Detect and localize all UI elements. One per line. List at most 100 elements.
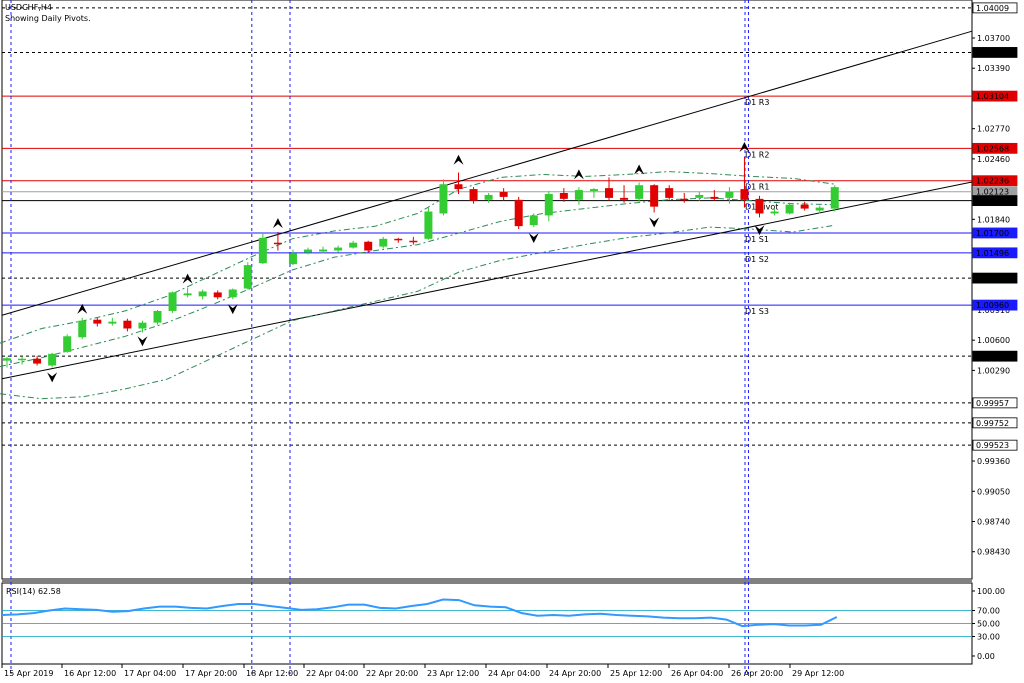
candle-body <box>605 188 613 198</box>
candle-body <box>665 188 674 198</box>
pivot-label: D1 R3 <box>745 98 769 107</box>
candle-body <box>785 204 794 214</box>
rsi-tick-label: 70.00 <box>977 607 1000 616</box>
candle-body <box>740 189 749 200</box>
candle-body <box>439 184 448 214</box>
fractal-up-marker <box>272 218 283 229</box>
candle-body <box>589 189 598 192</box>
candle-body <box>574 190 583 200</box>
fractal-up-marker <box>634 164 645 175</box>
price-tag-label: 1.02032 <box>976 197 1009 206</box>
rsi-line <box>1 598 838 628</box>
price-tag-label: 1.02568 <box>976 144 1009 153</box>
fractal-up-marker <box>453 154 464 165</box>
fractal-up-marker <box>739 142 750 153</box>
x-tick-label: 29 Apr 12:00 <box>792 669 844 678</box>
price-tag-box <box>972 272 1018 284</box>
candle-body <box>514 199 523 227</box>
candle-body <box>258 237 267 264</box>
price-tag-box <box>972 227 1018 239</box>
candle-body <box>138 322 147 329</box>
x-tick-label: 24 Apr 04:00 <box>488 669 540 678</box>
fractal-down-marker <box>47 372 58 383</box>
price-tag-box <box>972 195 1018 207</box>
candle-body <box>48 353 57 366</box>
price-tag-label: 1.01496 <box>976 249 1009 258</box>
fractal-up-marker <box>182 273 193 284</box>
price-tick-label: 1.02460 <box>977 155 1010 164</box>
fractal-down-marker <box>137 336 148 347</box>
main-panel-frame <box>1 0 973 580</box>
candle-body <box>635 185 644 199</box>
price-tick-label: 1.00600 <box>977 336 1010 345</box>
price-tag-box <box>972 2 1018 14</box>
pivot-label: D1 S3 <box>745 307 769 316</box>
price-tag-box <box>972 142 1018 154</box>
candle-body <box>3 358 11 361</box>
price-tag-box <box>972 439 1018 451</box>
price-tag-label: 1.03104 <box>976 92 1009 101</box>
subtitle-label: Showing Daily Pivots. <box>5 14 91 23</box>
rsi-tick-label: 30.00 <box>977 633 1000 642</box>
bollinger-middle-line <box>0 197 835 367</box>
x-tick-label: 17 Apr 04:00 <box>124 669 176 678</box>
x-tick-label: 22 Apr 04:00 <box>306 669 358 678</box>
price-tag-box <box>972 247 1018 259</box>
fractal-down-marker <box>227 304 238 315</box>
x-tick-label: 26 Apr 20:00 <box>731 669 783 678</box>
candle-body <box>319 249 328 252</box>
candle-body <box>243 265 252 289</box>
price-tag-box <box>972 350 1018 362</box>
candle-body <box>123 320 132 329</box>
price-tag-box <box>972 90 1018 102</box>
rsi-tick-label: 50.00 <box>977 620 1000 629</box>
candle-body <box>349 242 358 248</box>
bollinger-lower-line <box>0 224 835 400</box>
candle-body <box>544 193 553 216</box>
price-tag-label: 1.01237 <box>976 274 1009 283</box>
candle-body <box>800 204 809 209</box>
candle-body <box>650 185 659 207</box>
candle-body <box>469 189 478 201</box>
fractal-down-marker <box>649 217 660 228</box>
price-tag-label: 1.01700 <box>976 229 1009 238</box>
x-tick-label: 15 Apr 2019 <box>4 669 53 678</box>
candle-body <box>484 194 493 200</box>
price-tag-label: 1.00436 <box>976 352 1009 361</box>
price-tag-label: 0.99957 <box>976 399 1009 408</box>
candle-body <box>409 240 418 243</box>
candle-body <box>33 358 42 364</box>
price-tag-label: 1.03552 <box>976 48 1009 57</box>
x-tick-label: 24 Apr 20:00 <box>549 669 601 678</box>
candle-body <box>304 249 312 253</box>
price-tick-label: 0.99360 <box>977 457 1010 466</box>
candle-body <box>394 238 403 241</box>
x-tick-label: 18 Apr 12:00 <box>246 669 298 678</box>
candle-body <box>559 193 568 199</box>
x-tick-label: 22 Apr 20:00 <box>366 669 418 678</box>
candle-body <box>815 207 824 211</box>
candle-body <box>168 292 177 311</box>
candle-body <box>288 253 297 265</box>
x-tick-label: 16 Apr 12:00 <box>64 669 116 678</box>
fractal-down-marker <box>754 225 765 236</box>
price-tag-box <box>972 299 1018 311</box>
price-tick-label: 1.03700 <box>977 34 1010 43</box>
candle-body <box>695 194 704 198</box>
x-tick-label: 17 Apr 20:00 <box>185 669 237 678</box>
candle-body <box>830 187 839 209</box>
price-tag-label: 1.02236 <box>976 177 1009 186</box>
fractal-up-marker <box>77 303 88 314</box>
candle-body <box>710 196 719 199</box>
pivot-label: D1 R1 <box>745 183 769 192</box>
price-tick-label: 1.03390 <box>977 64 1010 73</box>
candle-body <box>620 197 629 200</box>
candle-body <box>770 211 779 214</box>
price-tick-label: 0.99050 <box>977 487 1010 496</box>
candle-body <box>108 321 117 324</box>
candle-body <box>18 358 27 361</box>
rsi-label: RSI(14) 62.58 <box>6 587 61 596</box>
price-tag-box <box>972 175 1018 187</box>
candle-body <box>273 242 282 245</box>
